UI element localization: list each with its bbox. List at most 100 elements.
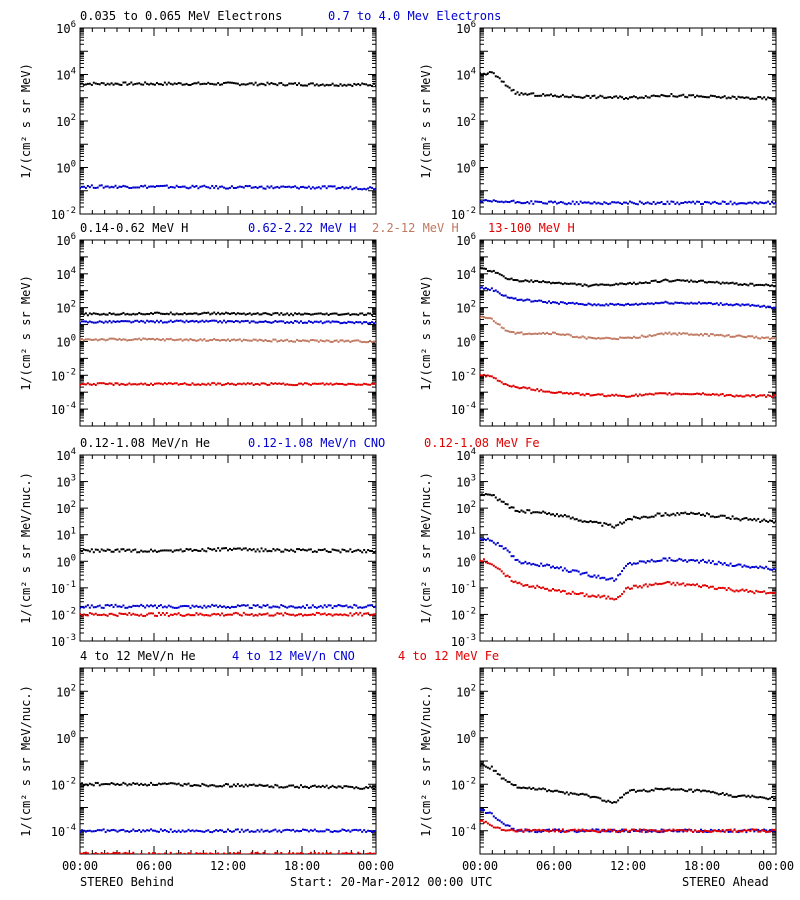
data-point: [609, 800, 612, 803]
data-point: [242, 604, 245, 607]
data-point: [516, 510, 519, 513]
data-point: [248, 82, 251, 85]
data-point: [585, 94, 588, 97]
data-point: [205, 319, 208, 322]
data-point: [207, 785, 210, 788]
data-point: [534, 94, 537, 97]
data-point: [201, 606, 204, 609]
data-point: [775, 569, 776, 572]
data-point: [211, 312, 214, 315]
data-point: [733, 303, 736, 306]
data-point: [355, 549, 358, 552]
data-point: [664, 557, 667, 560]
data-point: [92, 613, 95, 616]
data-point: [148, 612, 151, 615]
data-point: [607, 394, 610, 397]
data-point: [522, 202, 525, 205]
data-point: [715, 202, 718, 205]
data-point: [313, 828, 316, 831]
data-point: [132, 612, 135, 615]
data-point: [197, 313, 200, 316]
data-point: [524, 584, 527, 587]
data-point: [486, 199, 489, 202]
data-point: [717, 281, 720, 284]
data-point: [157, 382, 160, 385]
data-point: [282, 614, 285, 617]
data-point: [309, 548, 312, 551]
data-point: [735, 282, 738, 285]
data-point: [161, 829, 164, 832]
data-point: [510, 200, 513, 203]
data-point: [353, 828, 356, 831]
data-point: [167, 382, 170, 385]
data-point: [605, 283, 608, 286]
data-point: [150, 312, 153, 315]
data-point: [701, 513, 704, 516]
data-point: [567, 301, 570, 304]
data-point: [532, 300, 535, 303]
data-point: [698, 561, 701, 564]
data-point: [615, 303, 618, 306]
data-point: [244, 184, 247, 187]
data-point: [203, 549, 206, 552]
data-point: [228, 606, 231, 609]
data-point: [110, 853, 113, 854]
data-point: [731, 564, 734, 567]
data-point: [230, 320, 233, 323]
data-point: [256, 382, 259, 385]
data-point: [717, 560, 720, 563]
data-point: [323, 313, 326, 316]
data-point: [731, 335, 734, 338]
data-point: [270, 785, 273, 788]
data-point: [329, 830, 332, 833]
data-point: [773, 202, 776, 205]
data-point: [213, 612, 216, 615]
data-point: [163, 605, 166, 608]
data-point: [294, 786, 297, 789]
data-point: [203, 184, 206, 187]
data-point: [197, 829, 200, 832]
series-trace: [80, 337, 376, 344]
data-point: [534, 389, 537, 392]
data-point: [337, 549, 340, 552]
data-point: [205, 82, 208, 85]
data-point: [307, 606, 310, 609]
data-point: [494, 496, 497, 499]
data-point: [305, 84, 308, 87]
data-point: [486, 766, 489, 769]
data-point: [221, 547, 224, 550]
data-point: [739, 394, 742, 397]
data-point: [494, 75, 497, 78]
data-point: [199, 338, 202, 341]
data-point: [719, 561, 722, 564]
data-point: [512, 555, 515, 558]
data-point: [98, 83, 101, 86]
data-point: [254, 784, 257, 787]
data-point: [555, 281, 558, 284]
data-point: [134, 186, 137, 189]
data-point: [611, 577, 614, 580]
x-tick-label: 12:00: [610, 859, 646, 873]
data-point: [242, 547, 245, 550]
data-point: [122, 320, 125, 323]
data-point: [490, 71, 493, 74]
data-point: [106, 338, 109, 341]
data-point: [155, 81, 158, 84]
data-point: [276, 605, 279, 608]
data-point: [526, 298, 529, 301]
x-tick-label: 18:00: [284, 859, 320, 873]
data-point: [684, 511, 687, 514]
data-point: [741, 283, 744, 286]
data-point: [197, 339, 200, 342]
data-point: [668, 514, 671, 517]
data-point: [94, 321, 97, 324]
data-point: [102, 853, 105, 854]
data-point: [234, 605, 237, 608]
data-point: [619, 303, 622, 306]
data-point: [272, 82, 275, 85]
data-point: [371, 84, 374, 87]
data-point: [544, 301, 547, 304]
data-point: [526, 562, 529, 565]
data-point: [258, 830, 261, 833]
data-point: [688, 583, 691, 586]
